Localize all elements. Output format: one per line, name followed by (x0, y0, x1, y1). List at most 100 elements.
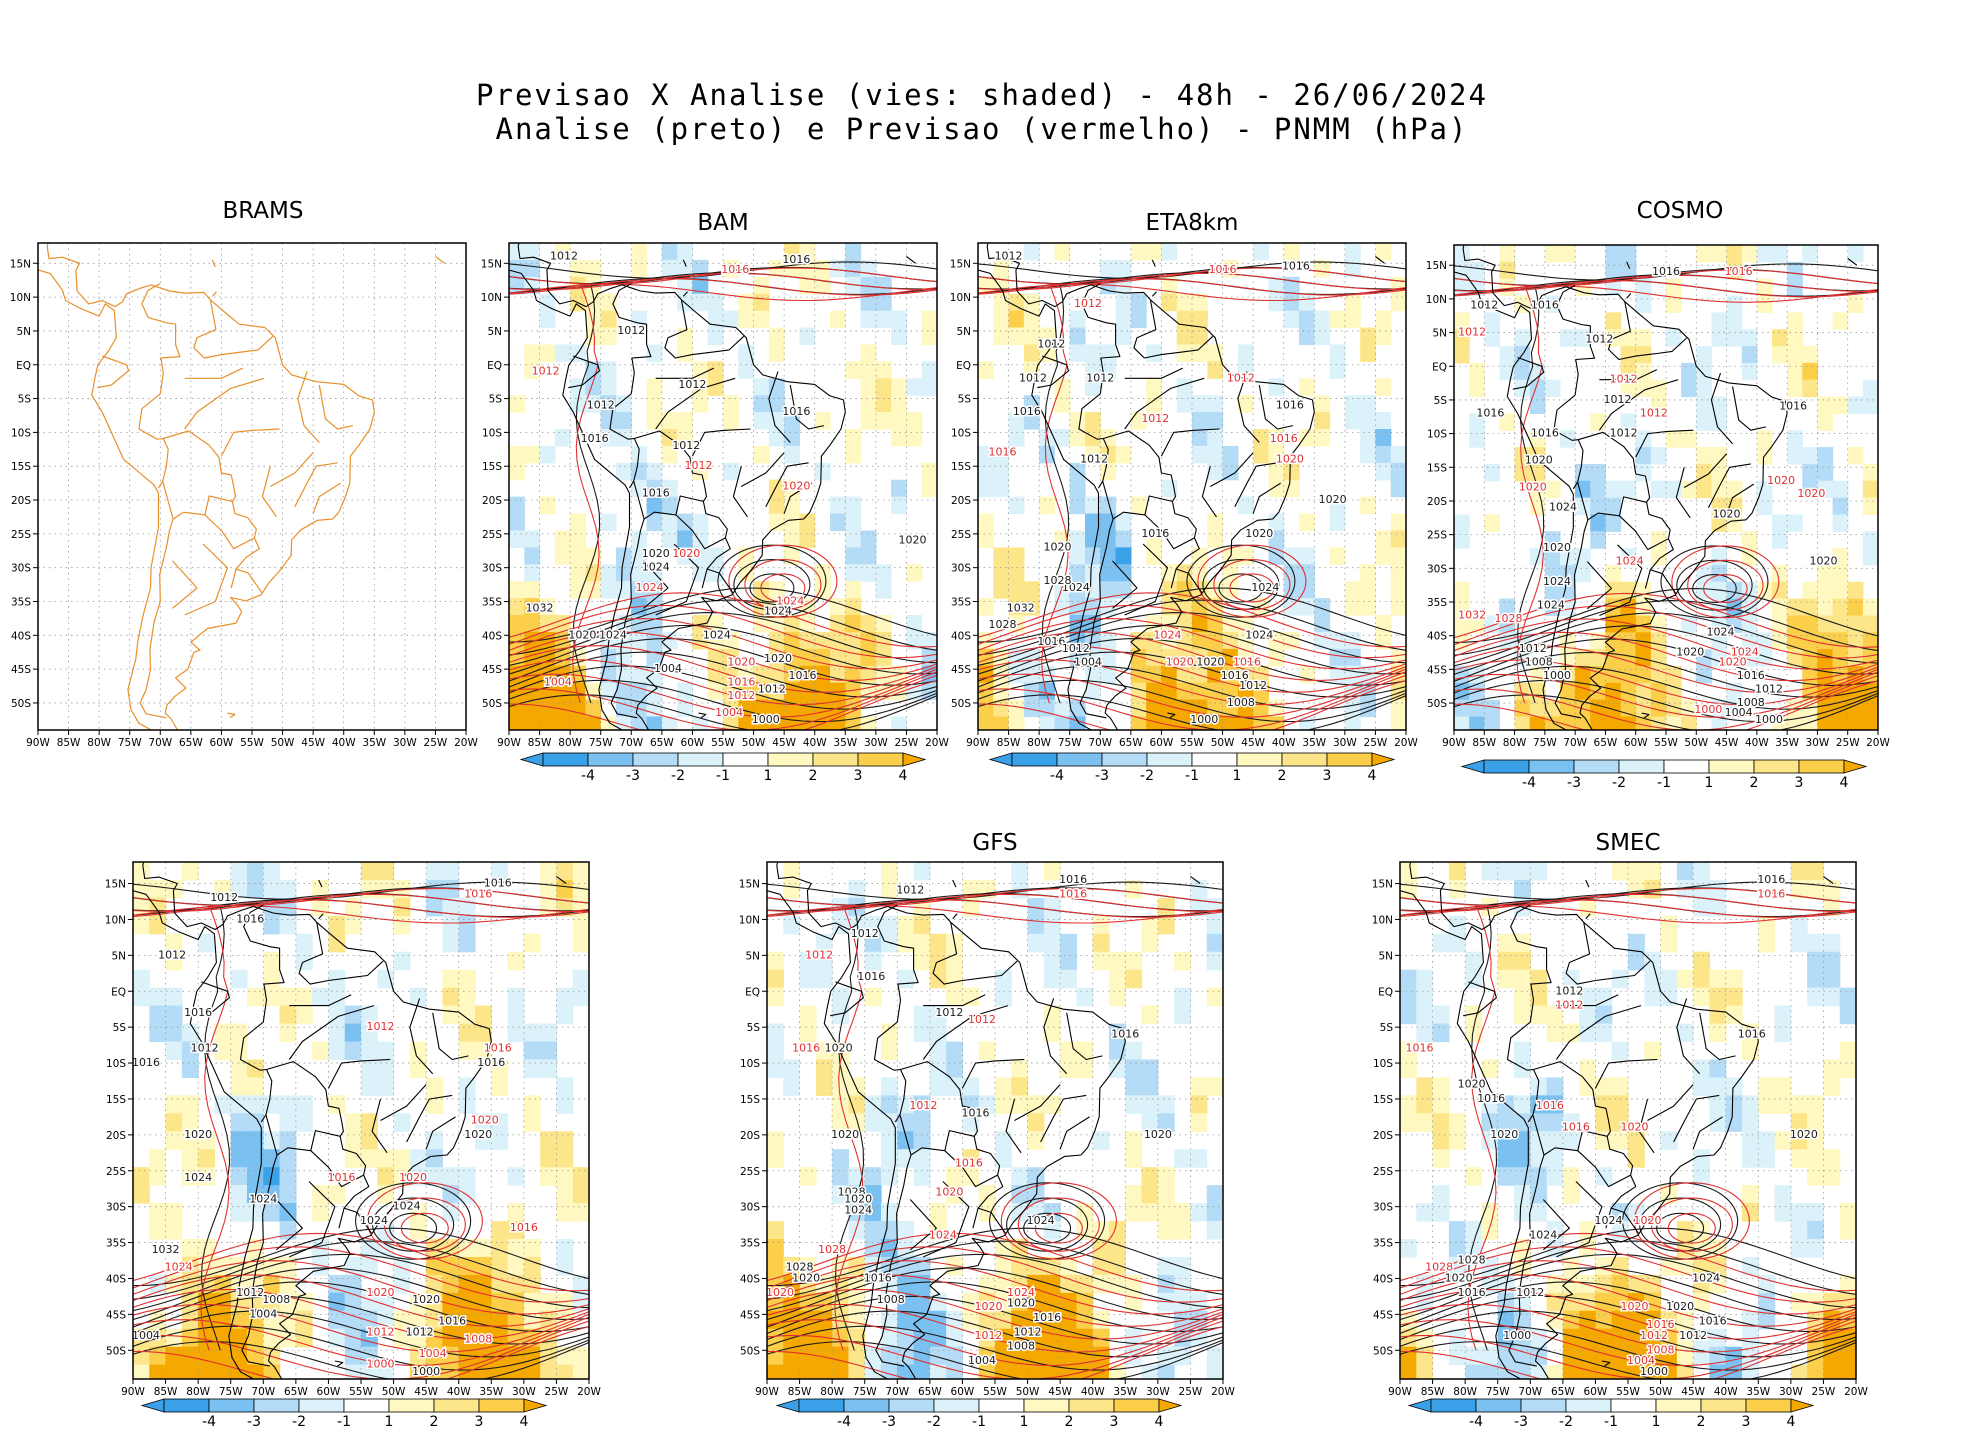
bias-cell (1069, 530, 1086, 548)
country-border (1599, 544, 1643, 617)
bias-cell (198, 1364, 216, 1379)
bias-cell (978, 1328, 996, 1348)
bias-cell (539, 293, 556, 312)
bias-cell (1595, 1077, 1613, 1096)
bias-cell (913, 1005, 931, 1025)
bias-cell (1514, 1041, 1531, 1061)
bias-cell (165, 1005, 183, 1025)
country-border (1144, 501, 1197, 550)
bias-cell (1069, 699, 1086, 718)
bias-cell (1076, 1203, 1094, 1222)
bias-cell (1161, 699, 1178, 718)
isobar-line (1400, 1341, 1856, 1379)
bias-cell (1465, 1167, 1483, 1186)
lat-tick-label: 40S (951, 630, 971, 642)
bias-cell (1207, 699, 1224, 718)
isobar-label: 1020 (1144, 1128, 1172, 1141)
bias-cell (1620, 413, 1637, 431)
bias-cell (1043, 1274, 1061, 1294)
bias-cell (707, 378, 724, 396)
bias-cell (475, 1310, 492, 1330)
bias-cell (848, 1113, 866, 1132)
bias-cell (181, 1023, 199, 1043)
bias-cell (491, 1113, 509, 1132)
bias-cell (458, 1041, 476, 1061)
bias-cell (570, 259, 587, 278)
isobar-label: 1012 (727, 689, 755, 702)
colorbar-cosmo: -4 -3 -2 -1 1 2 3 4 (1460, 759, 1868, 791)
bias-cell (784, 243, 801, 261)
bias-cell (875, 395, 892, 413)
bias-cell (1772, 346, 1788, 364)
bias-cell (1115, 445, 1132, 464)
bias-cell (230, 1077, 248, 1096)
bias-cell (848, 1346, 866, 1366)
bias-cell (661, 496, 678, 515)
lat-tick-label: 10S (1373, 1058, 1393, 1070)
bias-cell (1375, 327, 1392, 346)
isobar-label: 1012 (1755, 683, 1783, 696)
lat-tick-label: 15S (106, 1094, 126, 1106)
bias-cell (962, 1310, 980, 1330)
bias-cell (1299, 429, 1315, 447)
lat-tick-label: 25S (951, 529, 971, 541)
country-border (1037, 355, 1070, 389)
bias-cell (1416, 1005, 1434, 1025)
bias-cell (723, 665, 739, 684)
colorbar-label: 3 (1323, 768, 1332, 784)
bias-cell (1076, 987, 1094, 1007)
bias-cell (767, 1131, 784, 1150)
isobar-label: 1012 (1640, 1329, 1668, 1342)
bias-cell (1611, 1221, 1629, 1240)
bias-cell (1802, 379, 1819, 398)
bias-cell (1100, 564, 1117, 582)
isobar-line (1400, 1281, 1856, 1332)
bias-cell (692, 564, 709, 582)
isobar-line (767, 1240, 1223, 1300)
bias-cell (1314, 310, 1331, 329)
isobar-label: 1020 (764, 652, 792, 665)
bias-cell (1562, 1023, 1580, 1043)
bias-cell (1650, 531, 1667, 549)
bias-cell (875, 581, 892, 599)
island-outline (1151, 259, 1156, 267)
isobar-label: 1016 (1209, 263, 1237, 276)
bias-cell (328, 1274, 346, 1294)
graticule (1400, 862, 1856, 1379)
bias-cell (1125, 879, 1143, 899)
bias-cell (1207, 412, 1224, 430)
bias-cell (540, 1131, 558, 1150)
lon-tick-label: 35W (1746, 1386, 1770, 1398)
isobar-line (133, 1260, 589, 1315)
bias-cell (1575, 463, 1591, 482)
country-border (1234, 462, 1278, 508)
lat-tick-label: 5S (113, 1022, 127, 1034)
bias-cell (426, 862, 444, 881)
bias-cell (295, 1095, 313, 1114)
bias-cell (1011, 1185, 1029, 1204)
bias-cell (1862, 598, 1878, 617)
bias-cell (1711, 615, 1728, 633)
bias-cell (1469, 413, 1485, 431)
isobar-label: 1012 (1014, 1325, 1042, 1338)
bias-cell (1514, 1059, 1531, 1079)
isobar-label: 1000 (1694, 703, 1722, 716)
bias-cell (600, 361, 617, 379)
bias-cell (1696, 413, 1713, 431)
colorbar-segment (388, 1398, 435, 1413)
bias-cell (540, 1328, 558, 1348)
bias-cell (1299, 665, 1315, 684)
bias-cell (1125, 951, 1143, 971)
bias-cell (1400, 1328, 1417, 1348)
bias-cell (1390, 547, 1406, 565)
bias-cell (1469, 699, 1485, 718)
bias-cell (1620, 682, 1637, 701)
lon-tick-label: 80W (1027, 737, 1051, 749)
bias-cell (677, 259, 694, 278)
bias-cell (832, 1185, 850, 1204)
bias-cell (1283, 310, 1300, 329)
isobar-label: 1016 (1270, 432, 1298, 445)
bias-cell (1787, 329, 1803, 347)
lat-tick-label: 5N (487, 326, 502, 338)
